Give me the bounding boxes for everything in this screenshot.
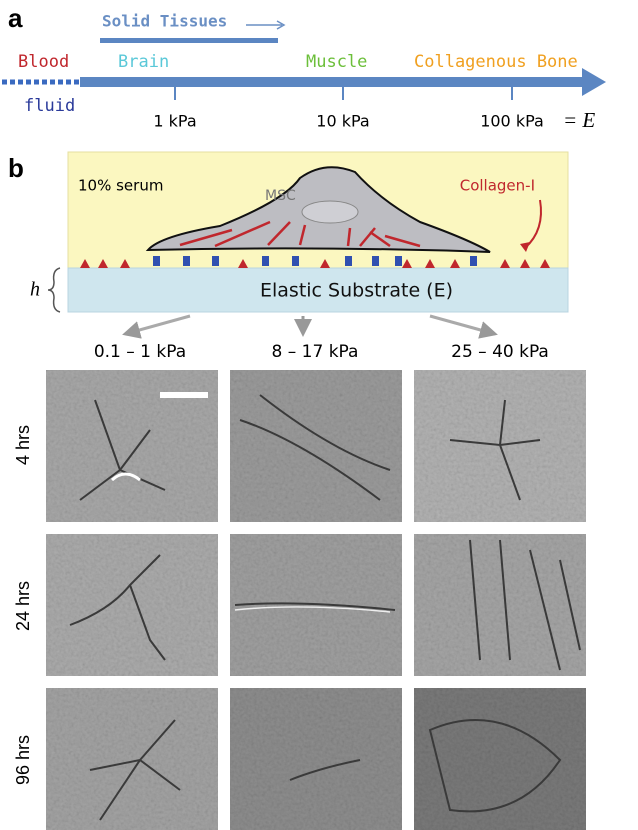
- micrograph: [414, 534, 586, 676]
- axis-head: [582, 68, 606, 96]
- tissue: Collagenous Bone: [414, 52, 578, 72]
- micrograph: [46, 688, 218, 830]
- panel-label: a: [8, 3, 23, 33]
- serum: 10% serum: [78, 177, 163, 195]
- thickness: h: [30, 279, 40, 301]
- scale-label: 1 kPa: [153, 112, 196, 131]
- arrow: [430, 316, 495, 334]
- brace: [48, 268, 60, 312]
- micrograph: [46, 534, 218, 676]
- micrograph: [230, 370, 402, 522]
- scale-label: 10 kPa: [316, 112, 369, 131]
- column-label: 25 – 40 kPa: [451, 342, 549, 362]
- scale-bar: [160, 392, 208, 398]
- row-label: 96 hrs: [13, 735, 33, 785]
- column-label: 8 – 17 kPa: [272, 342, 359, 362]
- micrograph: [230, 688, 402, 830]
- cell-label: MSC: [265, 188, 296, 204]
- column-label: 0.1 – 1 kPa: [94, 342, 186, 362]
- substrate-label: Elastic Substrate (E): [260, 280, 453, 302]
- modulus: = E: [563, 108, 595, 132]
- panel-label: b: [8, 153, 24, 183]
- tissue: Brain: [118, 52, 169, 72]
- solid-bar: [100, 38, 278, 43]
- scale-label: 100 kPa: [480, 112, 544, 131]
- tissue: Blood: [18, 52, 69, 72]
- solid-tissues: Solid Tissues: [102, 12, 227, 31]
- nucleus: [302, 201, 358, 223]
- stiffness-axis: [80, 77, 585, 87]
- arrow: [125, 316, 190, 334]
- figure: a Solid Tissues Blood fluid Brain Muscle…: [0, 0, 638, 830]
- collagen: Collagen-I: [460, 177, 535, 195]
- tissue: fluid: [24, 96, 75, 116]
- tissue: Muscle: [306, 52, 367, 72]
- row-label: 4 hrs: [13, 425, 33, 465]
- row-label: 24 hrs: [13, 581, 33, 631]
